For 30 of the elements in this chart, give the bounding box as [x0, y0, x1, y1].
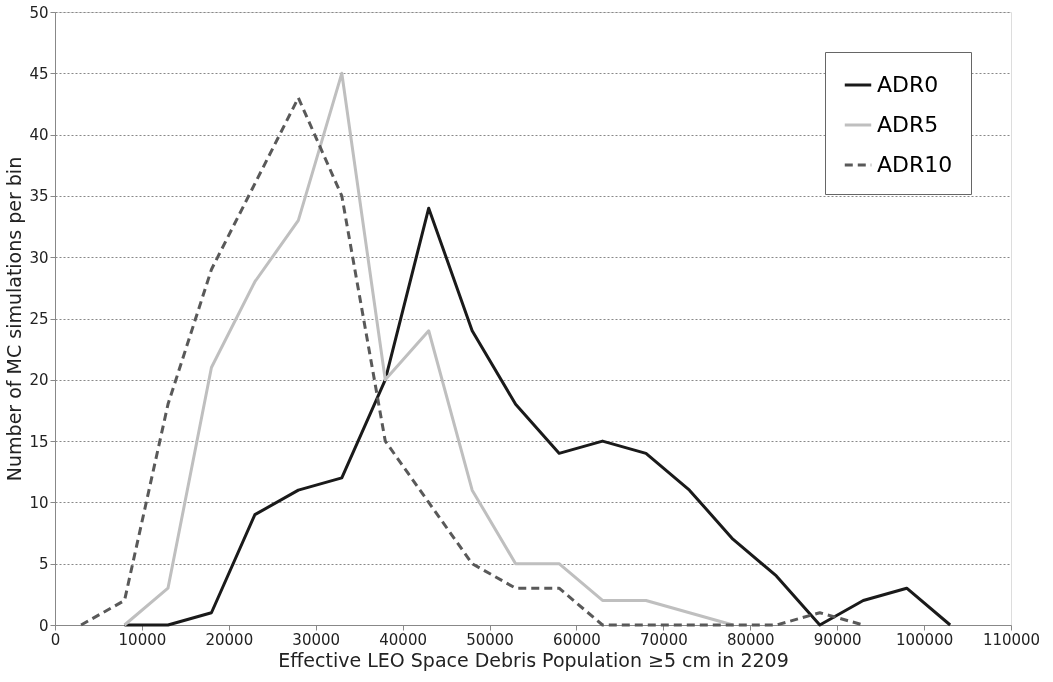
legend-label: ADR10	[877, 152, 953, 177]
y-tick-label: 5	[38, 555, 49, 574]
x-tick-label: 110000	[982, 630, 1041, 649]
x-axis-title: Effective LEO Space Debris Population ≥5 cm in 2209	[278, 648, 789, 671]
line-series	[123, 71, 735, 627]
x-tick-label: 10000	[118, 630, 167, 649]
y-tick-label: 15	[29, 432, 49, 451]
y-tick-label: 30	[29, 248, 49, 267]
y-tick-label: 20	[29, 371, 49, 390]
x-tick-label: 70000	[640, 630, 688, 649]
x-tick-label: 40000	[379, 630, 427, 649]
y-tick-label: 50	[29, 3, 49, 22]
y-axis-title: Number of MC simulations per bin	[3, 156, 26, 482]
y-tick-label: 0	[38, 616, 49, 635]
y-tick-label: 35	[29, 187, 49, 206]
y-tick-label: 10	[29, 493, 49, 512]
y-tick-label: 25	[29, 310, 49, 328]
x-tick-label: 50000	[466, 630, 514, 649]
y-tick-label: 40	[29, 126, 49, 145]
x-tick-label: 30000	[292, 630, 341, 649]
x-tick-label: 90000	[813, 630, 862, 649]
x-tick-label: 20000	[205, 630, 254, 649]
x-tick-label: 0	[50, 630, 61, 649]
x-tick-label: 80000	[726, 630, 775, 649]
legend-label: ADR5	[877, 112, 939, 137]
line-series	[123, 206, 952, 627]
x-tick-label: 100000	[895, 630, 954, 649]
y-tick-label: 45	[29, 64, 49, 83]
legend-label: ADR0	[877, 72, 939, 97]
x-tick-label: 60000	[553, 630, 601, 649]
